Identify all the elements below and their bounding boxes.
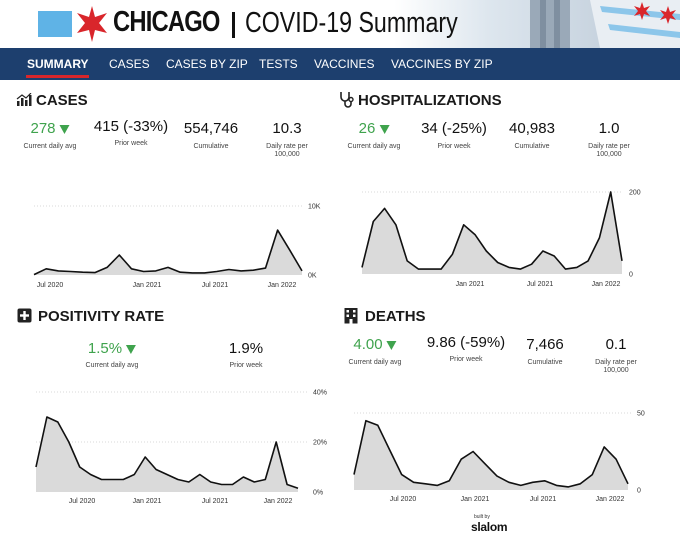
deaths-rate-label: Daily rate per 100,000 <box>595 359 637 374</box>
hospitalizations-title: HOSPITALIZATIONS <box>358 92 502 109</box>
series-area <box>34 230 302 275</box>
x-tick-label: Jan 2022 <box>268 282 297 289</box>
cases-prior-week-label: Prior week <box>114 140 148 147</box>
tab-vaccines[interactable]: VACCINES <box>314 57 375 71</box>
positivity-prior-week-label: Prior week <box>229 362 263 369</box>
flag-decoration <box>530 0 680 48</box>
trend-down-icon <box>386 340 397 350</box>
deaths-cumulative-label: Cumulative <box>527 359 563 366</box>
deaths-rate: 0.1 <box>605 336 627 353</box>
series-area <box>362 192 622 274</box>
hosp-cumulative-label: Cumulative <box>514 143 550 150</box>
brand-title[interactable]: CHICAGO <box>113 6 220 38</box>
y-tick-label: 10K <box>308 204 321 211</box>
x-tick-label: Jan 2021 <box>461 496 490 503</box>
chart-icon <box>16 93 32 106</box>
series-line <box>33 229 303 276</box>
main-nav: SUMMARY CASES CASES BY ZIP TESTS VACCINE… <box>0 48 680 80</box>
cases-title: CASES <box>36 92 88 109</box>
trend-down-icon <box>126 344 137 354</box>
deaths-current-avg-label: Current daily avg <box>348 359 402 366</box>
cases-prior-week: 415 (-33%) <box>93 118 169 135</box>
brand-divider <box>232 12 235 38</box>
x-tick-label: Jul 2020 <box>69 498 96 505</box>
tab-tests[interactable]: TESTS <box>259 57 298 71</box>
x-tick-label: Jul 2021 <box>202 498 229 505</box>
cases-cumulative: 554,746 <box>183 120 239 137</box>
series-line <box>353 419 629 488</box>
cases-current-avg-label: Current daily avg <box>23 143 77 150</box>
hosp-current-avg-label: Current daily avg <box>347 143 401 150</box>
hosp-prior-week-label: Prior week <box>437 143 471 150</box>
x-tick-label: Jan 2022 <box>264 498 293 505</box>
deaths-cumulative: 7,466 <box>526 336 564 353</box>
tab-cases-by-zip[interactable]: CASES BY ZIP <box>166 57 248 71</box>
x-tick-label: Jan 2021 <box>133 282 162 289</box>
stethoscope-icon <box>340 92 354 108</box>
flag-icon <box>38 11 72 37</box>
positivity-prior-week: 1.9% <box>228 340 264 357</box>
deaths-prior-week-label: Prior week <box>449 356 483 363</box>
hosp-current-avg: 26 <box>359 120 390 137</box>
x-tick-label: Jul 2020 <box>37 282 64 289</box>
deaths-prior-week: 9.86 (-59%) <box>426 334 506 351</box>
chicago-star-icon <box>77 6 107 42</box>
tab-summary[interactable]: SUMMARY <box>27 57 89 71</box>
x-tick-label: Jul 2021 <box>202 282 229 289</box>
cases-rate: 10.3 <box>272 120 302 137</box>
slalom-logo[interactable]: slalom <box>471 520 508 534</box>
y-tick-label: 0% <box>313 490 323 497</box>
cases-cumulative-label: Cumulative <box>193 143 229 150</box>
hosp-prior-week: 34 (-25%) <box>421 120 487 137</box>
y-tick-label: 20% <box>313 440 327 447</box>
trend-down-icon <box>59 124 70 134</box>
hosp-cumulative: 40,983 <box>509 120 555 137</box>
hosp-rate: 1.0 <box>598 120 620 137</box>
deaths-chart[interactable]: 0 50 Jul 2020 Jan 2021 Jul 2021 Jan 2022 <box>340 396 680 508</box>
building-icon <box>344 308 358 324</box>
tab-vaccines-by-zip[interactable]: VACCINES BY ZIP <box>391 57 493 71</box>
y-tick-label: 200 <box>629 190 641 197</box>
hospitalizations-chart[interactable]: 0 200 Jan 2021 Jul 2021 Jan 2022 <box>340 180 680 295</box>
plus-square-icon <box>17 308 32 323</box>
x-tick-label: Jan 2021 <box>456 281 485 288</box>
cases-chart[interactable]: 0K 10K Jul 2020 Jan 2021 Jul 2021 Jan 2022 <box>0 190 340 295</box>
header-bar: CHICAGO COVID-19 Summary <box>0 0 680 48</box>
hosp-rate-label: Daily rate per 100,000 <box>588 143 630 158</box>
x-tick-label: Jul 2020 <box>390 496 417 503</box>
x-tick-label: Jan 2021 <box>133 498 162 505</box>
positivity-current-avg: 1.5% <box>88 340 137 357</box>
y-tick-label: 40% <box>313 390 327 397</box>
x-tick-label: Jan 2022 <box>596 496 625 503</box>
cases-rate-label: Daily rate per 100,000 <box>266 143 308 158</box>
positivity-chart[interactable]: 0% 20% 40% Jul 2020 Jan 2021 Jul 2021 Jan 2022 <box>0 384 340 508</box>
y-tick-label: 50 <box>637 411 645 418</box>
series-area <box>36 417 298 492</box>
trend-down-icon <box>379 124 390 134</box>
y-tick-label: 0K <box>308 273 317 280</box>
cases-current-avg: 278 <box>30 120 70 137</box>
positivity-title: POSITIVITY RATE <box>38 308 165 325</box>
series-line <box>361 191 623 270</box>
series-area <box>354 420 628 490</box>
active-tab-indicator <box>26 75 89 78</box>
positivity-current-avg-label: Current daily avg <box>85 362 139 369</box>
x-tick-label: Jul 2021 <box>527 281 554 288</box>
built-by-label: built by <box>474 514 490 520</box>
y-tick-label: 0 <box>629 272 633 279</box>
deaths-title: DEATHS <box>365 308 426 325</box>
page-title: COVID-19 Summary <box>245 7 458 39</box>
x-tick-label: Jul 2021 <box>530 496 557 503</box>
tab-cases[interactable]: CASES <box>109 57 150 71</box>
series-line <box>35 416 299 490</box>
deaths-current-avg: 4.00 <box>353 336 397 353</box>
x-tick-label: Jan 2022 <box>592 281 621 288</box>
y-tick-label: 0 <box>637 488 641 495</box>
